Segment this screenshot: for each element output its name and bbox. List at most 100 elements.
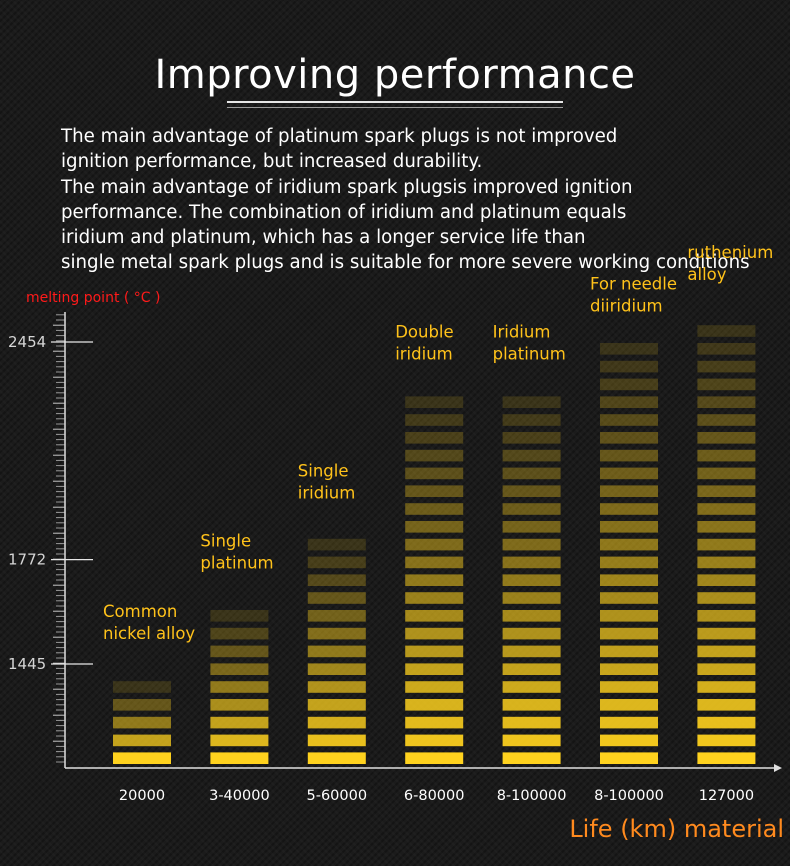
y-tick-label: 1445: [8, 655, 46, 673]
bar-segment: [697, 485, 756, 497]
x-tick-label: 5-60000: [307, 788, 368, 804]
x-axis-label: Life (km) material: [569, 815, 784, 843]
y-tick-label: 1772: [8, 551, 46, 569]
bar-segment: [697, 414, 756, 426]
bar-segment: [600, 449, 658, 462]
bar-segment: [600, 343, 658, 355]
bar: [405, 396, 464, 764]
bar-segment: [405, 574, 464, 586]
bar: [113, 681, 171, 764]
bar-segment: [697, 538, 756, 551]
bar-segment: [307, 610, 366, 622]
material-label: platinum: [493, 345, 566, 364]
bar-segment: [502, 574, 561, 586]
bar-segment: [307, 645, 366, 658]
bar-segment: [697, 681, 756, 693]
title-underline: [227, 101, 563, 108]
bar-segment: [600, 681, 658, 693]
bar-segment: [405, 467, 464, 480]
bar-segment: [210, 699, 269, 711]
bar-segment: [600, 485, 658, 497]
bar-segment: [210, 752, 269, 764]
x-tick-label: 8-100000: [594, 788, 664, 804]
bar-segment: [697, 592, 756, 604]
material-label: For needle: [590, 275, 677, 294]
bar-segment: [697, 645, 756, 658]
x-tick-label: 3-40000: [209, 788, 270, 804]
x-tick-label: 8-100000: [497, 788, 567, 804]
bar-segment: [405, 663, 464, 675]
bar-segment: [502, 521, 561, 533]
bar-segment: [210, 734, 269, 747]
bar-segment: [502, 627, 561, 640]
bar-segment: [210, 681, 269, 693]
bar-segment: [307, 699, 366, 711]
bar-segment: [697, 627, 756, 640]
bar-segment: [600, 378, 658, 391]
material-label: Iridium: [493, 323, 551, 342]
bar-segment: [405, 538, 464, 551]
description-line: The main advantage of iridium spark plug…: [61, 176, 633, 198]
bar-segment: [600, 734, 658, 747]
description-line: performance. The combination of iridium …: [61, 201, 627, 223]
bar-segment: [697, 574, 756, 586]
chart-axes: 1445 1772 2454: [8, 312, 782, 772]
bar-segment: [502, 432, 561, 444]
description-line: iridium and platinum, which has a longer…: [61, 227, 586, 249]
bar-segment: [405, 485, 464, 497]
bar-segment: [600, 592, 658, 604]
bar: [502, 396, 561, 764]
bar-segment: [405, 699, 464, 711]
bar-segment: [405, 503, 464, 515]
bar-segment: [405, 716, 464, 729]
bar-segment: [405, 645, 464, 658]
material-label: Common: [103, 602, 177, 621]
bar-segment: [600, 645, 658, 658]
bar-segment: [600, 574, 658, 586]
bar-segment: [210, 645, 269, 658]
bar-segment: [405, 592, 464, 604]
bar-segment: [600, 503, 658, 515]
bar-segment: [307, 734, 366, 747]
y-tick-label: 2454: [8, 333, 46, 351]
bar-segment: [113, 681, 171, 693]
bar-segment: [405, 681, 464, 693]
bar-segment: [405, 610, 464, 622]
bar-segment: [405, 734, 464, 747]
bar-segment: [600, 699, 658, 711]
bar-segment: [502, 663, 561, 675]
bar-segment: [600, 716, 658, 729]
bar-segment: [697, 396, 756, 408]
bar-segment: [405, 396, 464, 408]
bar-segment: [502, 716, 561, 729]
bar-segment: [113, 716, 171, 729]
material-label: diiridium: [590, 297, 663, 316]
bar-segment: [697, 503, 756, 515]
bar-segment: [502, 681, 561, 693]
bar: [307, 538, 366, 764]
bar-segment: [697, 325, 756, 337]
bar-segment: [113, 752, 171, 764]
bar-segment: [405, 521, 464, 533]
bar-segment: [600, 752, 658, 764]
bar-segment: [600, 396, 658, 408]
material-label: iridium: [298, 483, 356, 502]
bar-segment: [600, 627, 658, 640]
bar-segment: [697, 663, 756, 675]
bar-segment: [307, 574, 366, 586]
material-label: Double: [395, 323, 453, 342]
bar-segment: [502, 592, 561, 604]
bar-segment: [600, 521, 658, 533]
bar-segment: [697, 378, 756, 391]
bar-segment: [210, 627, 269, 640]
bar-segment: [600, 556, 658, 569]
description-line: The main advantage of platinum spark plu…: [61, 126, 618, 147]
bar-segment: [697, 716, 756, 729]
bar-segment: [307, 592, 366, 604]
bar-segment: [502, 556, 561, 569]
bar-segment: [307, 627, 366, 640]
bar-segment: [600, 663, 658, 675]
bar-segment: [697, 467, 756, 480]
bar-segment: [502, 538, 561, 551]
bar-segment: [210, 610, 269, 622]
